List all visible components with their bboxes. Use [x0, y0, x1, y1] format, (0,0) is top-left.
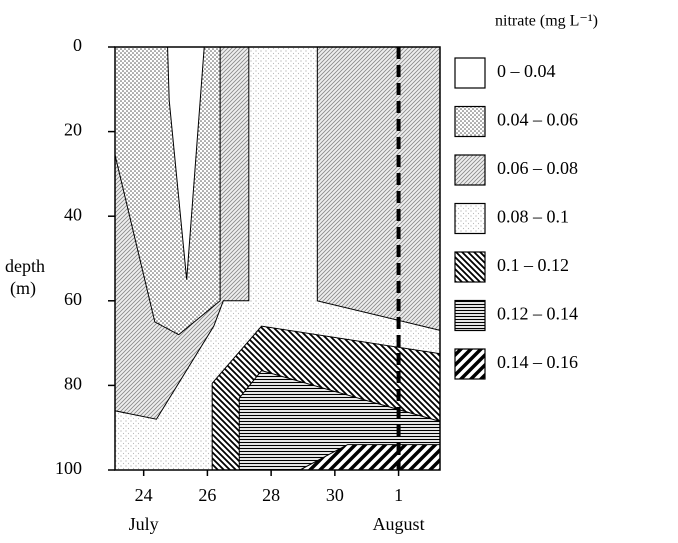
legend-label: 0.04 – 0.06 [497, 110, 578, 130]
x-tick-label: 28 [262, 485, 280, 505]
legend-label: 0.06 – 0.08 [497, 158, 578, 178]
legend-swatch [454, 202, 486, 235]
y-tick-label: 20 [64, 120, 82, 140]
legend-swatch [454, 299, 486, 332]
legend-swatch [454, 57, 486, 89]
legend-title: nitrate (mg L⁻¹) [495, 13, 598, 30]
contour-region [316, 46, 441, 332]
x-tick-label: 26 [198, 485, 216, 505]
legend-label: 0.08 – 0.1 [497, 207, 569, 227]
legend-swatch [454, 348, 486, 380]
y-axis-label: depth [5, 256, 45, 276]
month-label: July [129, 514, 159, 534]
plot-frame [114, 46, 441, 471]
legend-label: 0.14 – 0.16 [497, 352, 578, 372]
y-tick-label: 60 [64, 289, 82, 309]
month-label: August [373, 514, 425, 534]
y-tick-label: 100 [55, 458, 82, 478]
legend-swatch [454, 251, 486, 283]
legend-label: 0 – 0.04 [497, 61, 556, 81]
y-tick-label: 80 [64, 374, 82, 394]
x-tick-label: 1 [394, 485, 403, 505]
y-tick-label: 40 [64, 204, 82, 224]
y-axis-label: (m) [10, 278, 36, 299]
legend-swatch [454, 105, 486, 138]
y-tick-label: 0 [73, 35, 82, 55]
x-tick-label: 30 [326, 485, 344, 505]
legend-label: 0.1 – 0.12 [497, 255, 569, 275]
legend-swatch [454, 154, 486, 186]
legend-label: 0.12 – 0.14 [497, 304, 578, 324]
x-tick-label: 24 [135, 485, 153, 505]
